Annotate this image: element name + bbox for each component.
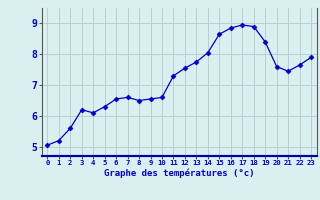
X-axis label: Graphe des températures (°c): Graphe des températures (°c) (104, 169, 254, 178)
